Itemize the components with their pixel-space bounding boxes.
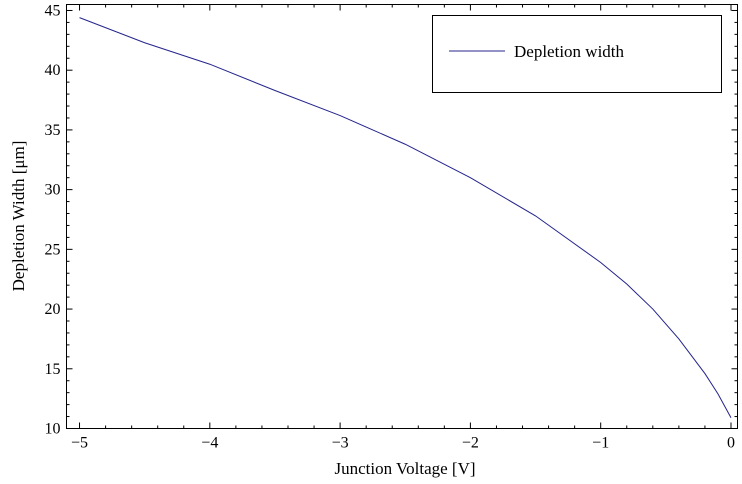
x-axis-ticks: −5 −4 −3 −2 −1 0: [71, 4, 735, 452]
y-tick-label: 35: [45, 122, 61, 139]
legend: Depletion width: [432, 15, 722, 93]
y-tick-label: 25: [45, 241, 61, 258]
x-tick-label: −2: [462, 435, 479, 452]
y-tick-label: 10: [45, 421, 61, 438]
x-tick-label: −4: [201, 435, 218, 452]
legend-label: Depletion width: [514, 42, 625, 61]
plot-frame: [66, 4, 738, 429]
y-tick-label: 15: [45, 361, 61, 378]
series-line-depletion-width: [79, 17, 732, 418]
x-tick-label: −5: [71, 435, 88, 452]
y-tick-label: 30: [45, 182, 61, 199]
y-tick-label: 20: [45, 301, 61, 318]
legend-box: [432, 15, 722, 93]
x-tick-label: −3: [332, 435, 349, 452]
y-axis-ticks: 10 15 20 25 30 35 40 45: [45, 2, 738, 438]
y-tick-label: 40: [45, 62, 61, 79]
x-tick-label: 0: [727, 435, 735, 452]
y-tick-label: 45: [45, 2, 61, 19]
y-axis-title: Depletion Width [μm]: [9, 141, 28, 292]
x-axis-title: Junction Voltage [V]: [334, 459, 475, 478]
x-tick-label: −1: [592, 435, 609, 452]
